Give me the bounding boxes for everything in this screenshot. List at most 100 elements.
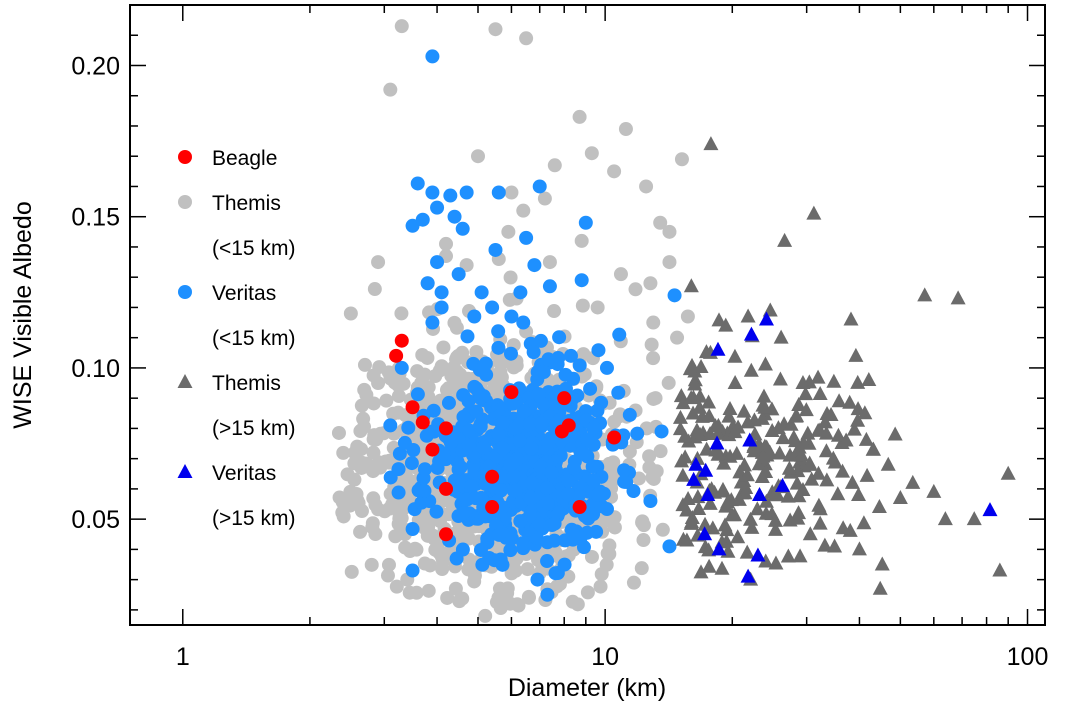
themis_large-point (823, 406, 839, 421)
beagle-point (557, 391, 572, 406)
legend-entry-veritas_large: Veritas (>15 km) (177, 462, 295, 530)
themis_large-point (758, 505, 774, 520)
veritas_small-point (425, 49, 440, 64)
themis_large-point (756, 388, 772, 403)
themis_large-point (718, 317, 734, 332)
themis_large-point (701, 394, 717, 409)
themis_small-point (428, 542, 443, 557)
themis_large-point (714, 560, 730, 575)
themis_small-point (332, 490, 347, 505)
themis_small-point (636, 533, 651, 548)
themis_large-point (887, 426, 903, 441)
themis_large-point (710, 417, 726, 432)
themis_large-point (811, 497, 827, 512)
veritas_small-point (495, 441, 510, 456)
themis_large-point (966, 511, 982, 526)
veritas_large-point (700, 486, 716, 501)
beagle-point (504, 385, 519, 400)
themis_large-point (758, 553, 774, 568)
veritas_small-point (391, 485, 406, 500)
veritas_small-point (410, 176, 425, 191)
veritas_small-point (516, 536, 531, 551)
veritas_small-point (617, 474, 632, 489)
themis_small-point (340, 467, 355, 482)
veritas_small-point (493, 483, 508, 498)
legend-entry-beagle: Beagle (178, 147, 277, 170)
veritas_large-point (743, 326, 759, 341)
themis_small-point (644, 337, 659, 352)
veritas_small-point (630, 426, 645, 441)
veritas_small-point (480, 531, 495, 546)
veritas_small-point (425, 185, 440, 200)
themis_small-point (357, 357, 372, 372)
veritas_small-point (532, 179, 547, 194)
themis_small-point (462, 552, 477, 567)
themis_small-point (420, 528, 435, 543)
themis_large-point (818, 425, 834, 440)
veritas_small-point (487, 553, 502, 568)
themis_large-point (722, 400, 738, 415)
themis_small-point (382, 501, 397, 516)
legend-label: (<15 km) (212, 327, 295, 350)
veritas_small-point (492, 527, 507, 542)
veritas_small-point (667, 288, 682, 303)
legend-marker (178, 195, 192, 209)
veritas_small-point (566, 528, 581, 543)
themis_large-point (677, 449, 693, 464)
themis_large-point (702, 426, 718, 441)
veritas_small-point (561, 473, 576, 488)
themis_large-point (831, 393, 847, 408)
themis_large-point (701, 542, 717, 557)
themis_large-point (811, 465, 827, 480)
themis_large-point (757, 356, 773, 371)
themis_large-point (781, 460, 797, 475)
themis_small-point (368, 497, 383, 512)
themis_large-point (720, 494, 736, 509)
themis_small-point (572, 109, 587, 124)
themis_small-point (662, 224, 677, 239)
themis_large-point (755, 448, 771, 463)
legend-label: Beagle (212, 147, 277, 170)
themis_large-point (851, 486, 867, 501)
veritas_small-point (586, 473, 601, 488)
legend-label: Themis (212, 372, 281, 395)
veritas_small-point (415, 212, 430, 227)
themis_large-point (703, 136, 719, 151)
veritas_small-point (467, 309, 482, 324)
themis_large-point (743, 362, 759, 377)
veritas_small-point (654, 424, 669, 439)
themis_small-point (436, 553, 451, 568)
legend-entry-veritas_small: Veritas (<15 km) (178, 282, 295, 350)
themis_large-point (874, 556, 890, 571)
veritas_small-point (541, 436, 556, 451)
legend-label: (>15 km) (212, 507, 295, 530)
veritas_small-point (506, 469, 521, 484)
veritas_small-point (443, 188, 458, 203)
veritas_small-point (572, 358, 587, 373)
themis_large-point (806, 205, 822, 220)
beagle-point (425, 442, 440, 457)
themis_large-point (905, 474, 921, 489)
veritas_small-point (451, 267, 466, 282)
themis_small-point (391, 389, 406, 404)
beagle-point (405, 400, 420, 415)
themis_small-point (639, 179, 654, 194)
themis_large-point (677, 428, 693, 443)
themis_small-point (622, 444, 637, 459)
themis_large-point (758, 463, 774, 478)
themis_large-point (865, 441, 881, 456)
themis_small-point (343, 484, 358, 499)
themis_large-point (812, 515, 828, 530)
series-beagle (389, 333, 622, 542)
themis_small-point (542, 255, 557, 270)
themis_small-point (452, 594, 467, 609)
veritas_small-point (591, 343, 606, 358)
beagle-point (415, 415, 430, 430)
themis_small-point (367, 282, 382, 297)
veritas_large-point (982, 502, 998, 517)
veritas_small-point (540, 535, 555, 550)
veritas_small-point (585, 459, 600, 474)
beagle-point (389, 348, 404, 363)
themis_large-point (683, 278, 699, 293)
veritas_small-point (401, 420, 416, 435)
